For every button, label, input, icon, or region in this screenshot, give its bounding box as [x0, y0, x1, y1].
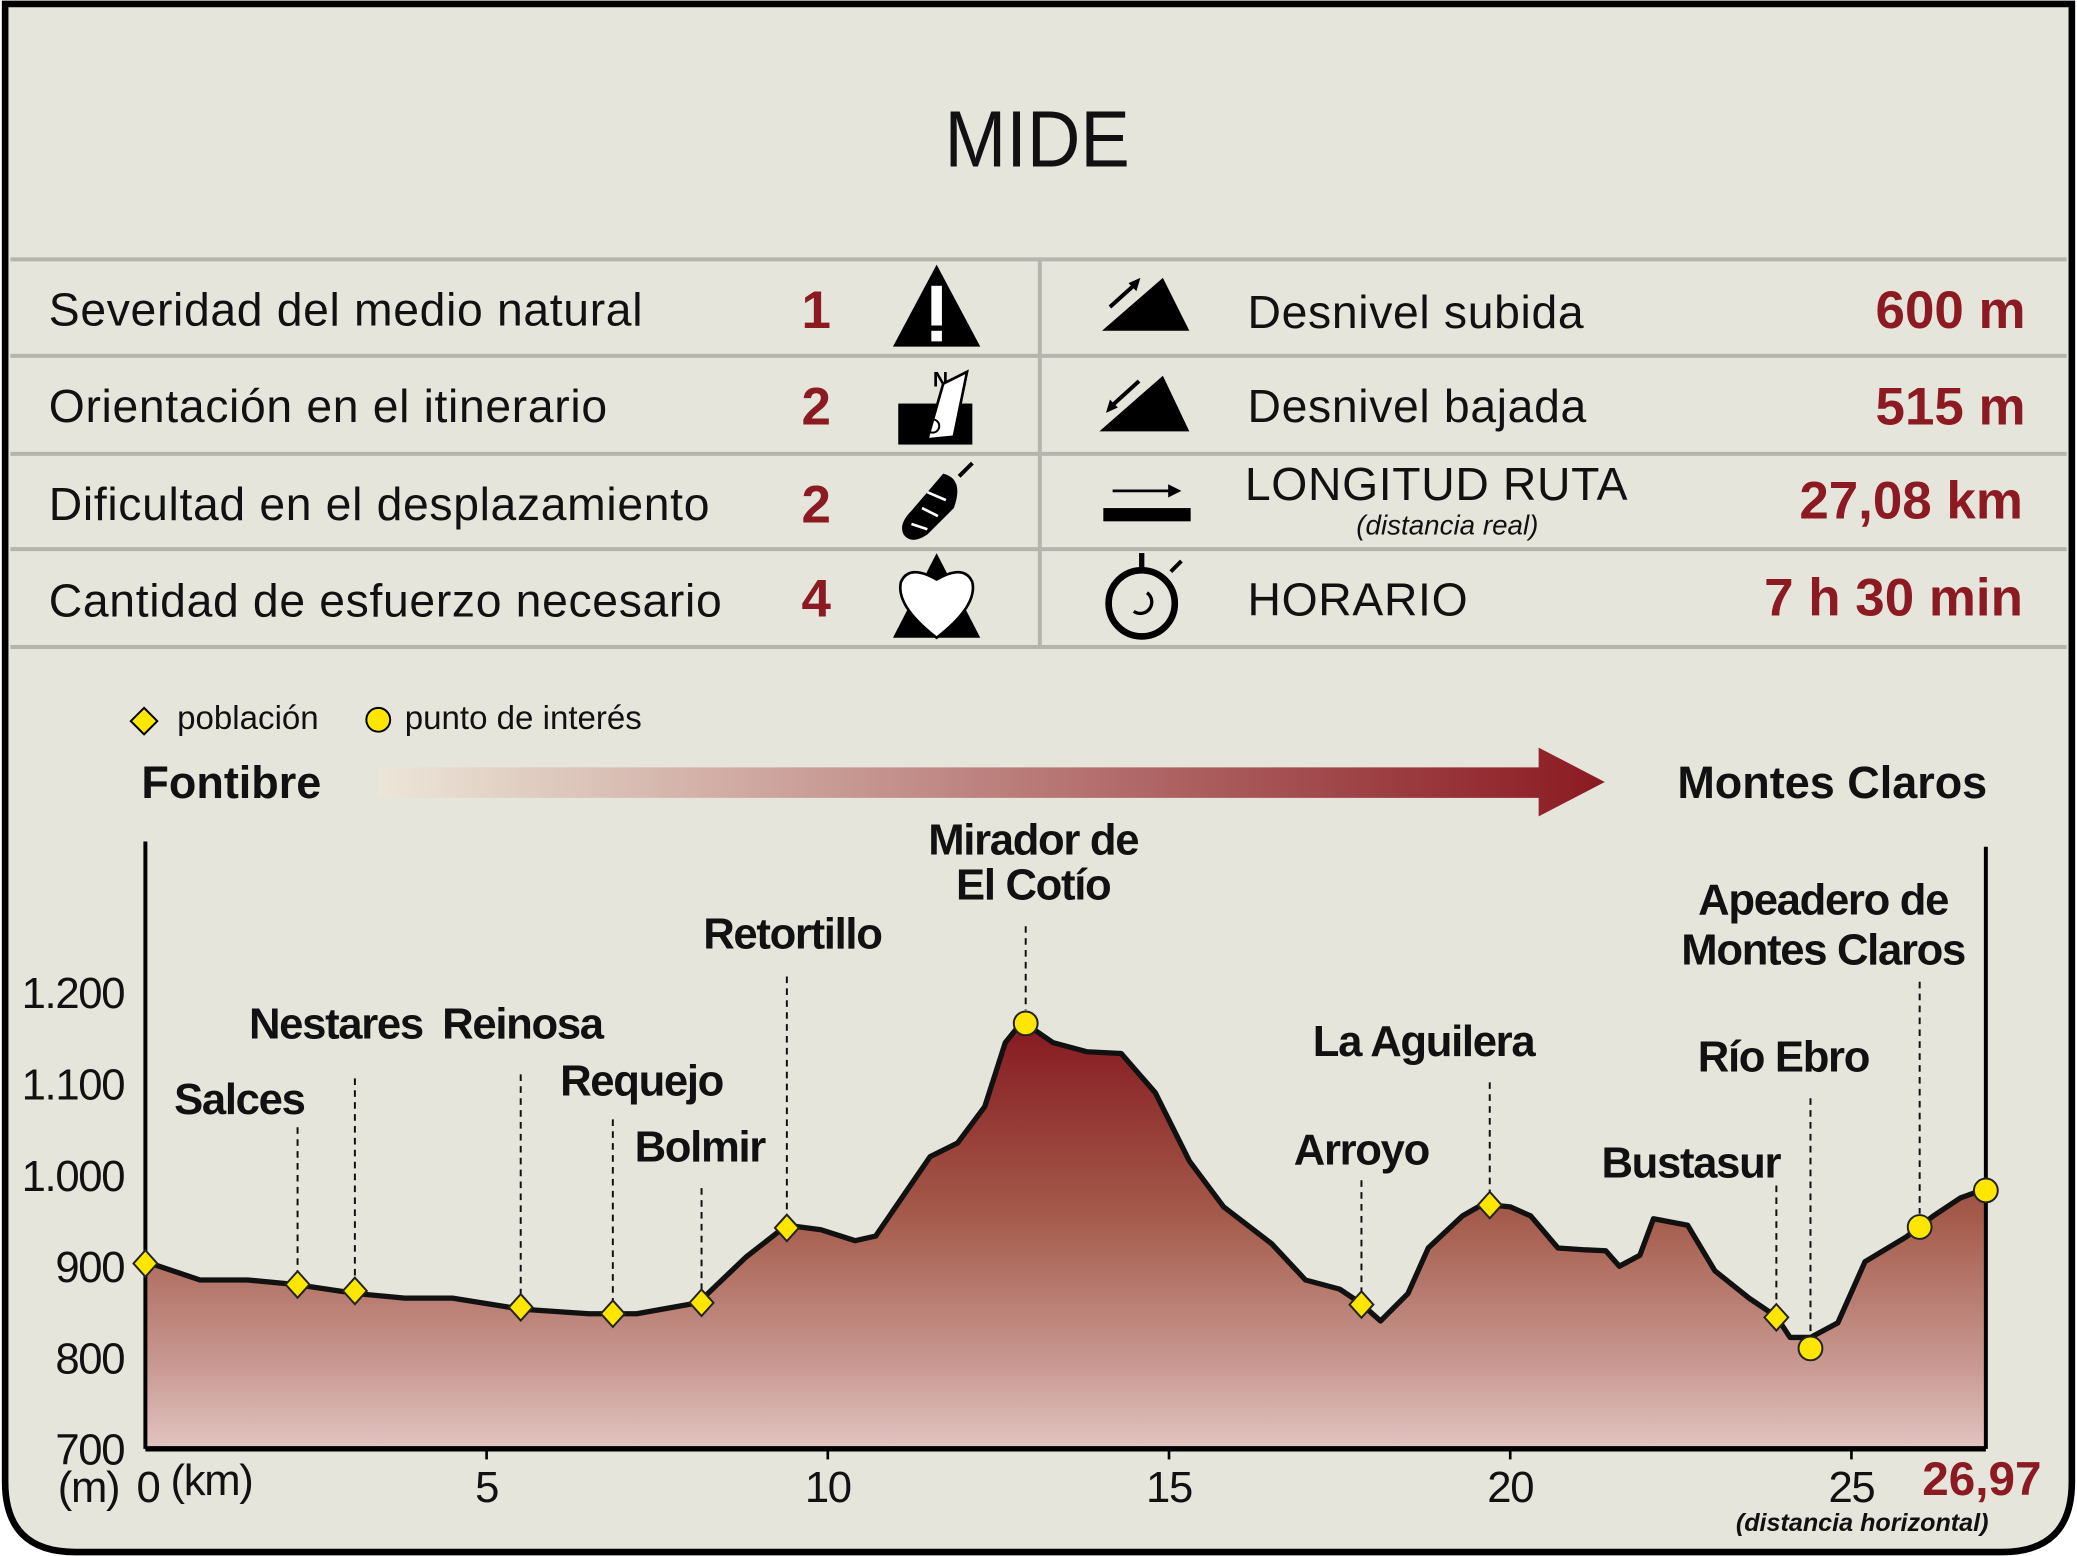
mide-value: 1 [801, 281, 830, 340]
stopwatch-icon [1105, 553, 1183, 640]
poblacion-marker [1476, 1190, 1503, 1220]
marker-label: Requejo [560, 1057, 723, 1106]
mide-label: Dificultad en el desplazamiento [49, 478, 710, 530]
marker-label: Río Ebro [1698, 1033, 1869, 1082]
chart-legend: población punto de interés [129, 700, 642, 737]
mide-row-esfuerzo: Cantidad de esfuerzo necesario 4 [49, 553, 981, 640]
marker-label: Reinosa [442, 1000, 605, 1049]
distance-arrow-icon [1103, 484, 1191, 522]
mide-value: 2 [801, 378, 830, 437]
x-unit-label: (km) [171, 1456, 253, 1505]
y-tick-label: 1.100 [22, 1061, 125, 1110]
y-unit-label: (m) [58, 1463, 119, 1512]
route-value: 600 m [1876, 281, 2026, 340]
mide-label: Severidad del medio natural [49, 283, 643, 335]
page-title: MIDE [945, 95, 1130, 184]
route-end: Montes Claros [1677, 757, 1987, 808]
compass-sign-icon: N [898, 368, 973, 445]
poblacion-marker [1763, 1302, 1790, 1333]
elevation-chart: 700 800 900 1.000 1.100 1.200 0 5 10 15 20 25 Salc… [22, 816, 2042, 1537]
route-row-bajada: Desnivel bajada 515 m [1099, 375, 2026, 437]
marker-label: Retortillo [703, 910, 881, 959]
y-tick-label: 900 [55, 1243, 124, 1292]
elevation-area [145, 1021, 1986, 1449]
poblacion-diamond-icon [129, 706, 159, 736]
legend-poblacion: población [177, 700, 319, 737]
poblacion-marker [1348, 1289, 1375, 1320]
y-tick-label: 1.000 [22, 1152, 125, 1201]
route-value: 515 m [1876, 378, 2026, 437]
poblacion-marker [132, 1248, 159, 1279]
punto-circle-icon [365, 706, 392, 733]
poblacion-marker [773, 1213, 801, 1243]
x-tick-label: 5 [475, 1463, 498, 1512]
poblacion-marker [341, 1276, 369, 1306]
x-tick-label: 10 [805, 1463, 851, 1512]
y-tick-label: 800 [55, 1334, 124, 1383]
route-label: LONGITUD RUTA [1245, 458, 1628, 510]
route-value: 7 h 30 min [1764, 568, 2023, 627]
route-label: HORARIO [1248, 573, 1469, 625]
y-tick-label: 700 [55, 1426, 124, 1475]
route-label: Desnivel subida [1248, 286, 1585, 338]
marker-label: Montes Claros [1681, 926, 1965, 975]
descent-icon [1099, 375, 1190, 432]
marker-label: Mirador de [928, 816, 1138, 865]
poblacion-marker [507, 1292, 534, 1323]
route-row-horario: HORARIO 7 h 30 min [1105, 553, 2023, 640]
legend-punto: punto de interés [405, 700, 642, 737]
marker-label: Bolmir [635, 1123, 767, 1172]
poblacion-marker [688, 1288, 715, 1318]
direction-arrow [378, 747, 1605, 817]
mide-row-dificultad: Dificultad en el desplazamiento 2 [49, 461, 974, 540]
x-tick-label: 0 [137, 1463, 160, 1512]
route-value: 27,08 km [1799, 472, 2023, 531]
mide-row-severidad: Severidad del medio natural 1 [49, 264, 981, 347]
route-label: Desnivel bajada [1248, 380, 1587, 432]
total-distance: 26,97 [1922, 1453, 2041, 1506]
boot-print-icon [902, 461, 974, 540]
y-tick-label: 1.200 [22, 969, 125, 1018]
mide-label: Cantidad de esfuerzo necesario [49, 575, 723, 627]
heart-mountain-icon [892, 553, 981, 640]
mide-value: 2 [801, 476, 830, 535]
total-distance-note: (distancia horizontal) [1736, 1509, 1989, 1537]
elevation-line [144, 1018, 1987, 1341]
marker-label: Salces [174, 1075, 304, 1124]
ascent-icon [1102, 277, 1190, 331]
marker-label: Bustasur [1601, 1139, 1781, 1188]
x-tick-label: 20 [1487, 1463, 1533, 1512]
punto-marker [1906, 1214, 1933, 1240]
punto-marker [1797, 1335, 1824, 1362]
mide-table-grid [10, 257, 2067, 649]
x-tick-label: 25 [1828, 1463, 1874, 1512]
mide-value: 4 [801, 570, 831, 629]
marker-label: La Aguilera [1313, 1017, 1537, 1066]
mide-row-orientacion: Orientación en el itinerario 2 N [49, 368, 973, 445]
route-sublabel: (distancia real) [1356, 510, 1538, 541]
marker-label: Arroyo [1294, 1125, 1429, 1174]
marker-label: Nestares [249, 1000, 423, 1049]
poblacion-marker [284, 1269, 311, 1300]
mide-label: Orientación en el itinerario [49, 380, 608, 432]
warning-icon [892, 264, 981, 347]
route-row-longitud: LONGITUD RUTA (distancia real) 27,08 km [1103, 458, 2023, 541]
route-row-subida: Desnivel subida 600 m [1102, 277, 2026, 340]
punto-marker [1012, 1010, 1039, 1037]
route-start: Fontibre [141, 757, 321, 808]
x-tick-label: 15 [1146, 1463, 1192, 1512]
punto-marker [1972, 1177, 1999, 1204]
poblacion-marker [599, 1298, 627, 1329]
marker-label: Apeadero de [1698, 875, 1948, 924]
marker-label: El Cotío [956, 861, 1110, 910]
